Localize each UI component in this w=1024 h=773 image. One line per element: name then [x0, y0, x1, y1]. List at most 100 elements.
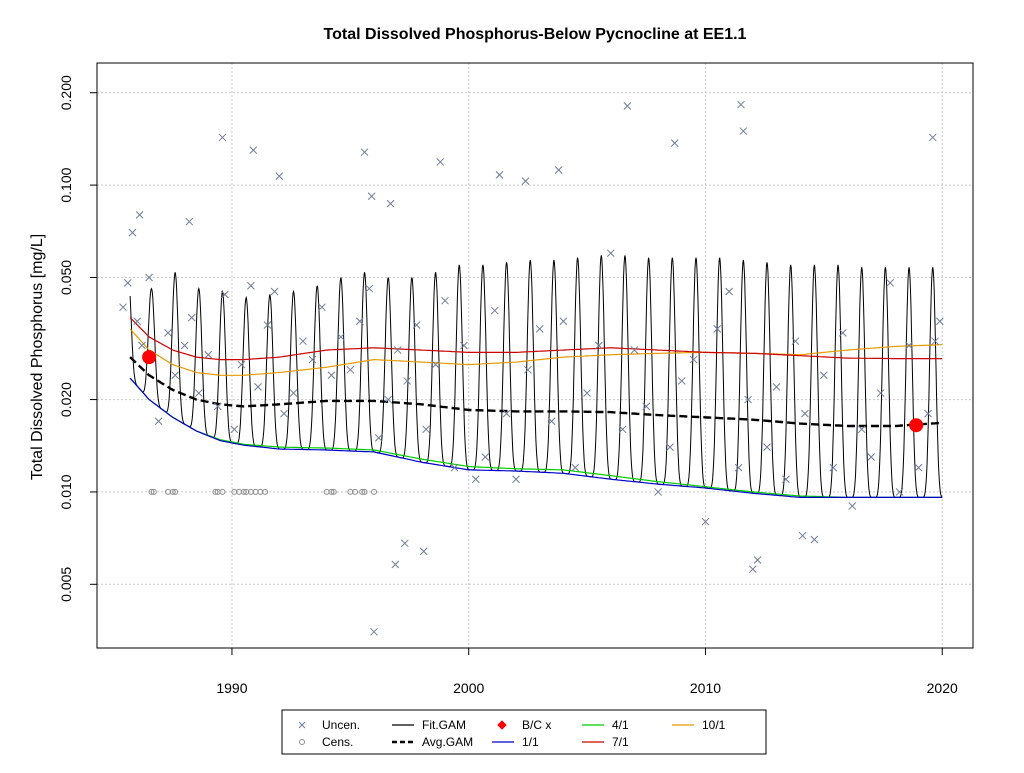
points-layer	[119, 100, 944, 636]
uncensored-point	[164, 328, 172, 337]
uncensored-point	[867, 453, 876, 461]
uncensored-point	[275, 172, 284, 180]
bc-point	[142, 350, 157, 365]
uncensored-point	[400, 539, 409, 548]
uncensored-point	[502, 409, 511, 418]
uncensored-point	[547, 417, 556, 426]
uncensored-point	[419, 547, 428, 556]
grid-lines	[97, 63, 973, 648]
x-tick-label: 2000	[453, 680, 484, 696]
legend-item-7-1: 7/1	[582, 735, 629, 749]
uncensored-point	[490, 306, 499, 315]
y-tick-label: 0.020	[58, 382, 74, 417]
uncensored-point	[213, 402, 222, 411]
uncensored-point	[734, 463, 743, 472]
uncensored-point	[571, 463, 580, 472]
censored-point	[240, 488, 247, 495]
legend-label: Avg.GAM	[422, 735, 473, 749]
uncensored-point	[772, 383, 781, 391]
uncensored-point	[876, 389, 885, 397]
uncensored-point	[280, 409, 288, 418]
uncensored-point	[327, 371, 336, 380]
censored-point	[219, 488, 226, 495]
uncensored-point	[123, 279, 132, 287]
uncensored-point	[367, 192, 376, 201]
series-line-7-1	[129, 317, 943, 361]
uncensored-point	[393, 346, 402, 354]
uncensored-point	[670, 139, 679, 148]
uncensored-point	[914, 463, 923, 472]
uncensored-point	[595, 341, 603, 350]
uncensored-point	[481, 453, 490, 461]
uncensored-point	[119, 303, 127, 312]
legend-item-avg-gam: Avg.GAM	[392, 735, 473, 749]
uncensored-point	[171, 371, 179, 380]
legend-label: Uncen.	[322, 718, 360, 732]
uncensored-point	[810, 535, 819, 544]
legend-item-1-1: 1/1	[492, 735, 539, 749]
series-line-10-1	[129, 328, 943, 376]
uncensored-point	[642, 402, 651, 411]
uncensored-point	[791, 337, 800, 346]
legend-item-uncen: Uncen.	[298, 718, 360, 732]
uncensored-point	[220, 290, 229, 299]
censored-point	[328, 488, 335, 495]
uncensored-point	[936, 317, 944, 326]
x-tick-label: 2010	[690, 680, 721, 696]
uncensored-point	[180, 341, 189, 350]
uncensored-point	[744, 395, 752, 404]
uncensored-point	[554, 166, 563, 174]
uncensored-point	[701, 517, 710, 526]
uncensored-point	[145, 273, 153, 282]
uncensored-point	[829, 463, 838, 472]
uncensored-point	[666, 443, 674, 451]
legend-symbol	[298, 721, 306, 729]
uncensored-point	[360, 148, 369, 157]
legend-label: B/C x	[522, 718, 551, 732]
legend-label: Cens.	[322, 735, 353, 749]
censored-point	[352, 488, 359, 495]
legend-item-cens: Cens.	[299, 735, 353, 749]
uncensored-point	[337, 333, 345, 341]
uncensored-point	[471, 475, 480, 484]
uncensored-point	[748, 565, 757, 574]
chart-title: Total Dissolved Phosphorus-Below Pycnocl…	[324, 26, 747, 43]
uncensored-point	[263, 321, 272, 329]
x-tick-label: 2020	[927, 680, 958, 696]
censored-point	[361, 488, 368, 495]
censored-point	[212, 488, 219, 495]
censored-point	[262, 488, 269, 495]
legend-label: 4/1	[612, 718, 629, 732]
uncensored-point	[384, 395, 393, 404]
uncensored-point	[270, 287, 279, 296]
x-tick-label: 1990	[216, 680, 247, 696]
series-line-fit-gam	[129, 255, 943, 498]
axis-layer: 1990 2000 2010 2020 0.005 0.010 0.020 0.050 0.10…	[58, 75, 958, 696]
uncensored-point	[524, 365, 532, 374]
uncensored-point	[931, 337, 939, 346]
legend: Uncen. Fit.GAM B/C x 4/1 10/1 Cens. Avg.GAM 1/1…	[281, 709, 767, 755]
censored-point	[359, 488, 366, 495]
y-tick-label: 0.050	[58, 260, 74, 295]
uncensored-point	[689, 355, 698, 364]
uncensored-point	[299, 337, 307, 346]
uncensored-point	[374, 434, 383, 442]
uncensored-point	[848, 502, 857, 510]
uncensored-point	[535, 325, 544, 333]
y-tick-label: 0.010	[58, 474, 74, 509]
uncensored-point	[460, 341, 468, 350]
uncensored-point	[928, 133, 937, 142]
uncensored-point	[218, 133, 227, 142]
uncensored-point	[441, 296, 449, 305]
uncensored-point	[138, 341, 146, 350]
legend-box	[281, 709, 767, 755]
uncensored-point	[194, 389, 203, 397]
uncensored-point	[308, 355, 317, 364]
censored-point	[330, 488, 337, 495]
uncensored-point	[886, 279, 894, 287]
legend-item-10-1: 10/1	[672, 718, 726, 732]
uncensored-point	[254, 383, 262, 391]
series-line-4-1	[129, 377, 943, 498]
